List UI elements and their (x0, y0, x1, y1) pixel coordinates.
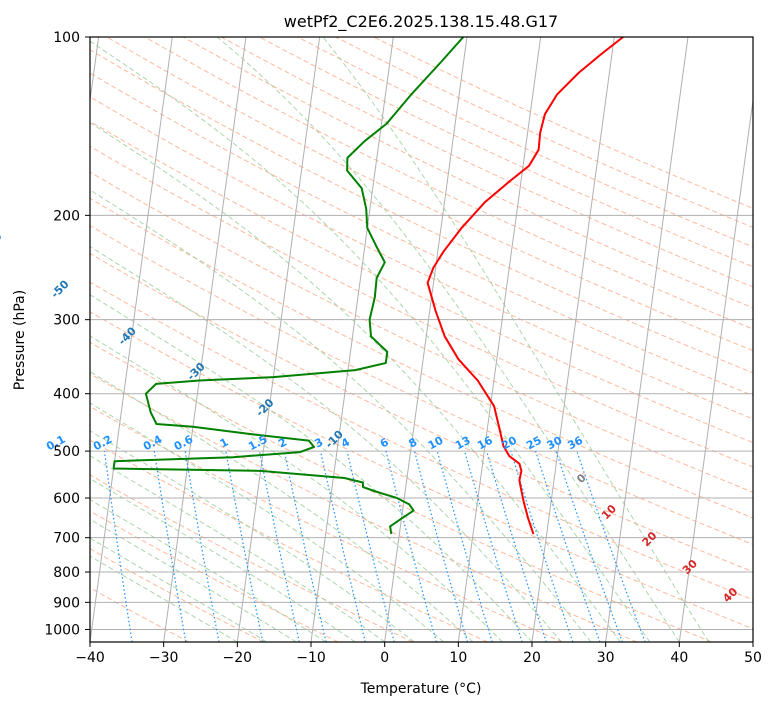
y-tick-label: 1000 (44, 622, 80, 638)
mixing-ratio-line (436, 450, 493, 642)
moist-adiabat (90, 537, 268, 642)
y-tick-label: 700 (53, 531, 80, 547)
x-tick-label: 50 (744, 650, 762, 666)
isotherm-line (163, 37, 247, 642)
chart-title: wetPf2_C2E6.2025.138.15.48.G17 (284, 12, 558, 32)
mixing-ratio-line (103, 451, 133, 642)
mixing-ratio-label: 16 (475, 434, 495, 453)
moist-adiabat (90, 294, 533, 642)
mixing-ratio-line (576, 450, 646, 642)
mixing-ratio-line (153, 451, 187, 642)
dry-adiabat (90, 510, 339, 642)
x-tick-label: −20 (223, 650, 253, 666)
temperature-line (426, 37, 624, 535)
dry-adiabat (335, 37, 753, 228)
dry-adiabat (220, 37, 753, 288)
dry-adiabat (90, 72, 753, 397)
mixing-ratio-line (555, 450, 623, 642)
mixing-ratio-label: 10 (426, 434, 446, 453)
moist-adiabat (90, 455, 385, 642)
y-tick-label: 200 (53, 208, 80, 224)
isotherm-line (236, 37, 321, 642)
moist-adiabat (90, 555, 238, 642)
dry-adiabat (90, 439, 488, 642)
mixing-ratio-label: 13 (453, 434, 473, 453)
x-tick-label: 0 (380, 650, 389, 666)
y-axis-label: Pressure (hPa) (12, 290, 28, 390)
mixing-ratio-line (413, 450, 469, 642)
y-tick-label: 800 (53, 565, 80, 581)
mixing-ratio-line (283, 450, 327, 642)
dewpoint-line (112, 37, 465, 535)
x-tick-label: 40 (670, 650, 688, 666)
line-labels: 0.10.20.40.611.52346810131620253036-100-… (0, 230, 741, 606)
dry-adiabat (90, 311, 753, 630)
mixing-ratio-line (346, 450, 395, 642)
isotherm-line (605, 37, 689, 642)
y-tick-label: 100 (53, 30, 80, 46)
dry-adiabat (90, 405, 563, 642)
mixing-ratio-line (535, 450, 601, 642)
x-tick-label: 20 (523, 650, 541, 666)
y-tick-label: 300 (53, 313, 80, 329)
mixing-ratio-line (464, 450, 523, 642)
moist-adiabat (90, 518, 297, 642)
moist-adiabat (90, 245, 562, 642)
dry-adiabat (182, 37, 753, 309)
x-tick-label: 10 (449, 650, 467, 666)
moist-adiabat (90, 335, 503, 642)
y-tick-label: 600 (53, 491, 80, 507)
mixing-ratio-label: 20 (499, 434, 519, 453)
mixing-ratio-line (510, 450, 574, 642)
dry-adiabat (90, 145, 753, 468)
dry-adiabat (144, 37, 753, 330)
mixing-ratio-line (225, 450, 264, 642)
series-layer (112, 37, 624, 535)
x-tick-label: −40 (75, 650, 105, 666)
x-tick-label: 30 (597, 650, 615, 666)
dry-adiabat (90, 474, 414, 642)
x-axis-label: Temperature (°C) (360, 681, 482, 697)
y-tick-label: 900 (53, 595, 80, 611)
mixing-ratio-label: 30 (545, 434, 565, 453)
plot-frame (89, 36, 754, 643)
moist-adiabat (90, 371, 474, 642)
isotherm-line (457, 37, 542, 642)
dry-adiabat (90, 224, 753, 546)
mixing-ratio-line (486, 450, 547, 642)
x-tick-label: −10 (296, 650, 326, 666)
dry-adiabat (373, 37, 753, 209)
mixing-ratio-label: 36 (565, 434, 585, 453)
isotherm-line (384, 37, 468, 642)
moist-adiabat (90, 121, 621, 642)
mixing-ratio-label: 25 (524, 434, 544, 453)
dry-adiabat (90, 49, 753, 374)
background-lines (90, 37, 753, 642)
x-tick-label: −30 (149, 650, 179, 666)
y-tick-label: 400 (53, 387, 80, 403)
mixing-ratio-line (385, 450, 437, 642)
moist-adiabat (90, 189, 592, 642)
y-tick-label: 500 (53, 444, 80, 460)
dry-adiabat (90, 252, 753, 573)
mixing-ratio-line (184, 451, 220, 642)
moist-adiabat (90, 40, 651, 642)
isotherm-line (310, 37, 394, 642)
isotherm-line (531, 37, 615, 642)
moist-adiabat (90, 402, 444, 642)
mixing-ratio-line (319, 450, 366, 642)
moist-adiabat (322, 37, 710, 642)
isotherm-line (678, 96, 753, 642)
axes: −40 −30 −20 −10 0 10 20 30 40 50 100 200 300 400 500 60… (44, 30, 762, 666)
mixing-ratio-line (258, 450, 300, 642)
moist-adiabat (90, 478, 356, 642)
isotherm-line (90, 37, 173, 642)
moist-adiabat (216, 37, 680, 642)
dry-adiabat (90, 96, 753, 420)
